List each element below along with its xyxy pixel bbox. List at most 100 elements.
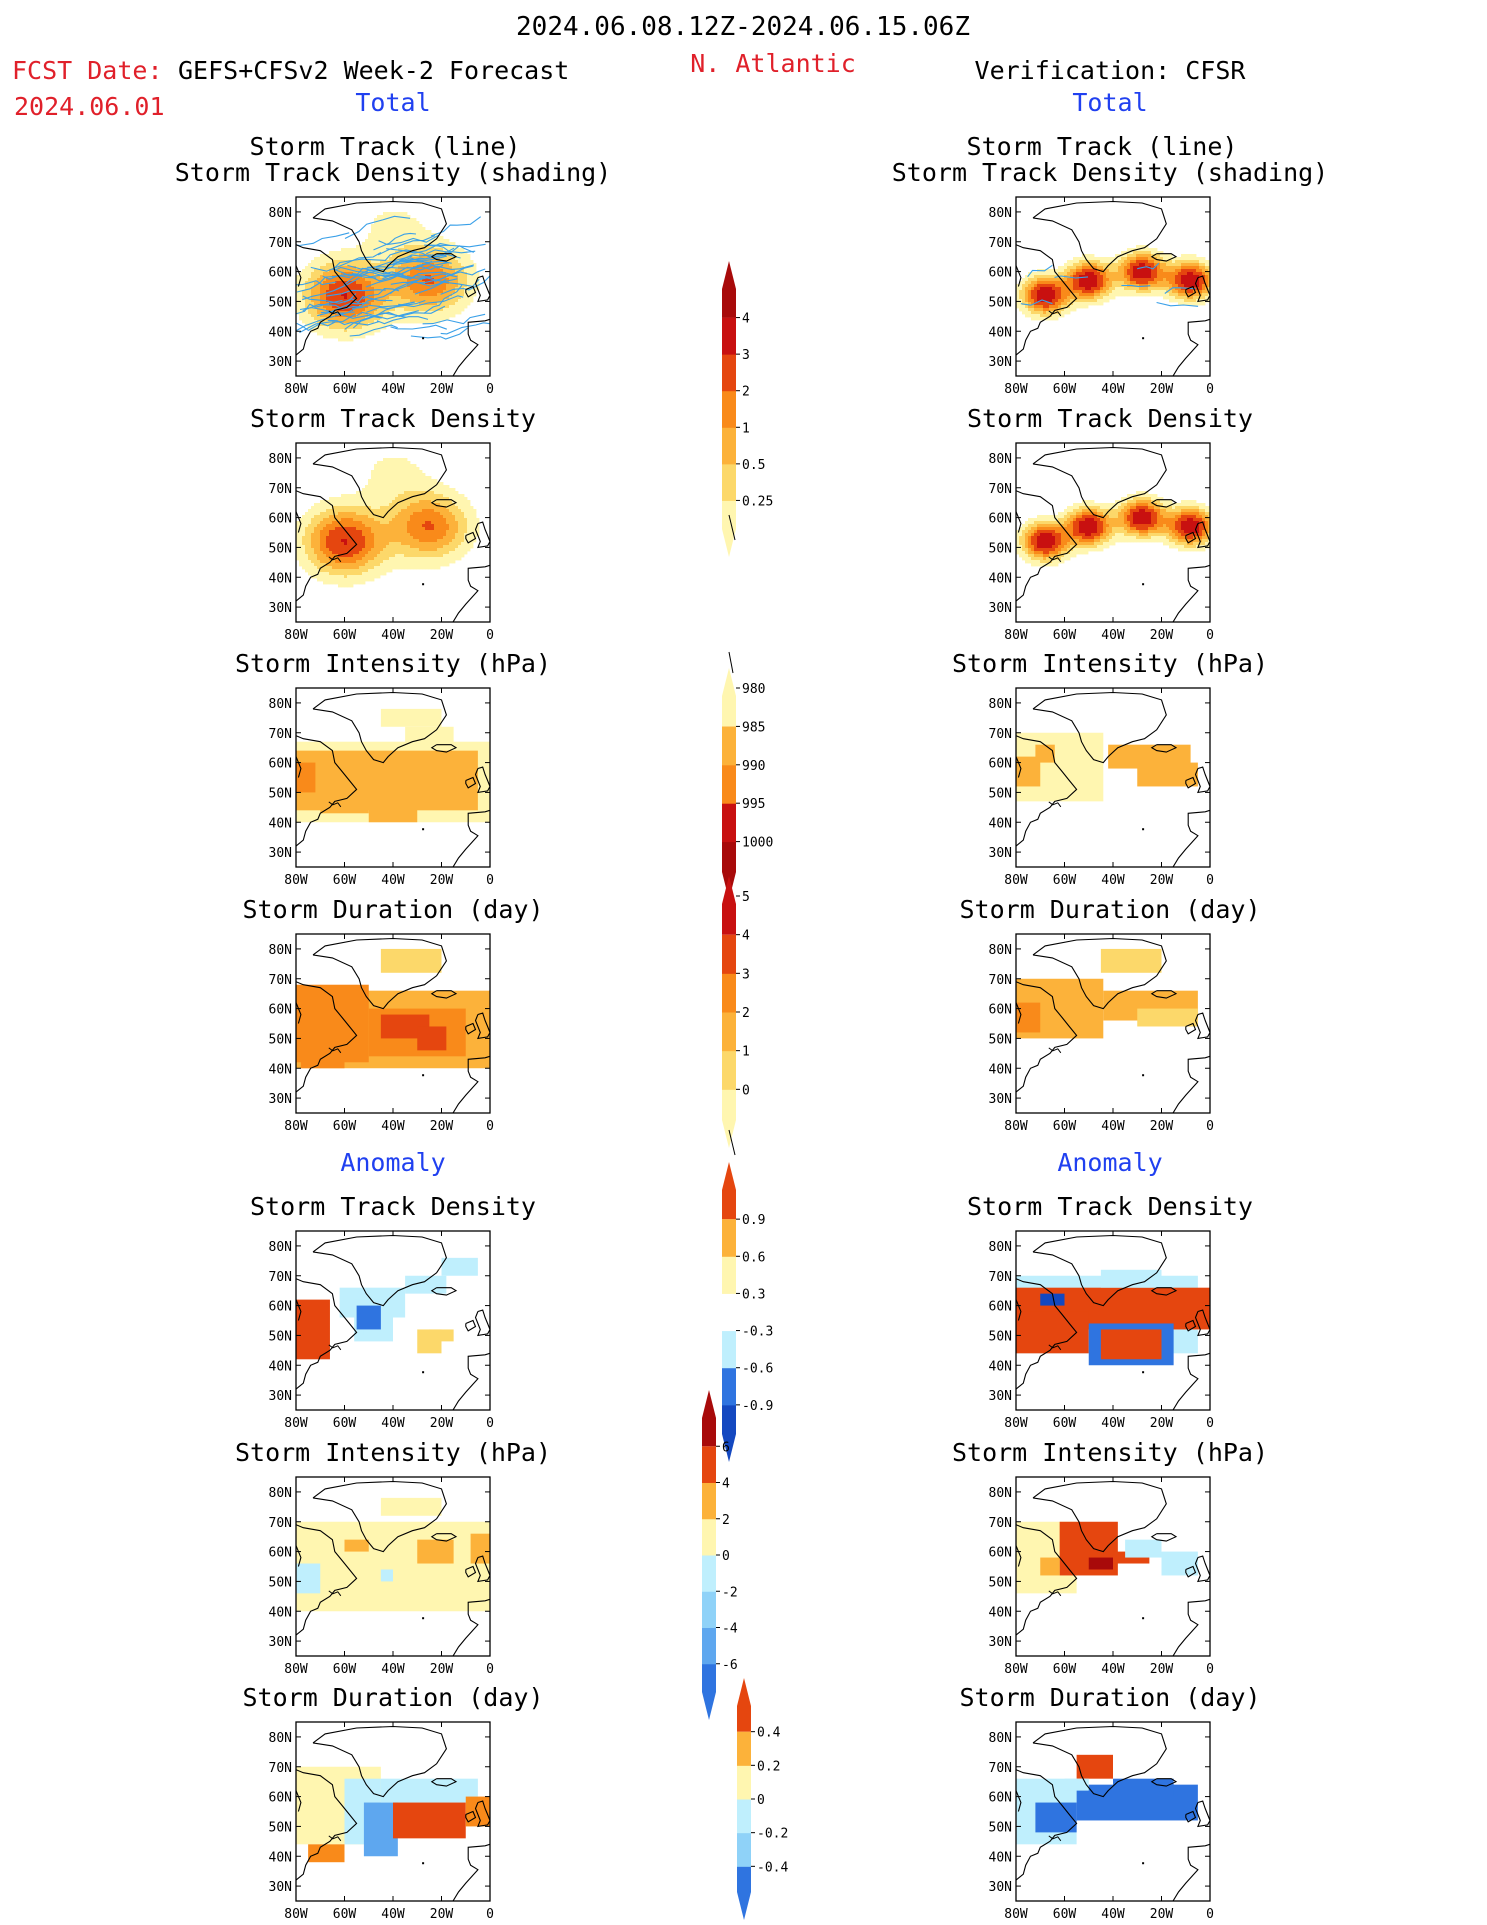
density-cell (377, 485, 381, 489)
density-cell (1163, 278, 1167, 282)
density-cell (452, 308, 456, 312)
density-cell (440, 515, 444, 519)
density-cell (305, 563, 309, 567)
density-cell (434, 518, 438, 522)
density-cell (461, 512, 465, 516)
density-cell (1151, 275, 1155, 279)
density-cell (413, 524, 417, 528)
density-cell (1130, 290, 1134, 294)
density-cell (326, 293, 330, 297)
density-cell (299, 302, 303, 306)
density-cell (368, 242, 372, 246)
density-cell (410, 473, 414, 477)
density-cell (443, 263, 447, 267)
density-cell (419, 245, 423, 249)
density-cell (413, 485, 417, 489)
density-cell (323, 563, 327, 567)
density-cell (404, 482, 408, 486)
density-cell (374, 515, 378, 519)
density-cell (1163, 275, 1167, 279)
density-cell (347, 293, 351, 297)
density-cell (350, 566, 354, 570)
density-cell (422, 269, 426, 273)
density-cell (410, 542, 414, 546)
density-cell (1148, 272, 1152, 276)
density-cell (386, 536, 390, 540)
density-cell (398, 479, 402, 483)
section-anomaly-verification: Anomaly (1057, 1148, 1163, 1177)
density-cell (1133, 260, 1137, 264)
density-cell (404, 527, 408, 531)
density-cell (1124, 293, 1128, 297)
density-cell (425, 497, 429, 501)
density-cell (395, 518, 399, 522)
density-cell (401, 563, 405, 567)
density-cell (368, 533, 372, 537)
density-cell (440, 284, 444, 288)
density-cell (371, 290, 375, 294)
density-cell (332, 269, 336, 273)
density-cell (338, 251, 342, 255)
density-cell (443, 533, 447, 537)
density-cell (1097, 293, 1101, 297)
density-cell (461, 503, 465, 507)
density-cell (1022, 308, 1026, 312)
density-cell (1046, 530, 1050, 534)
density-cell (1031, 311, 1035, 315)
density-cell (422, 308, 426, 312)
density-cell (353, 551, 357, 555)
density-cell (314, 272, 318, 276)
density-cell (1046, 314, 1050, 318)
density-cell (356, 569, 360, 573)
density-cell (428, 269, 432, 273)
density-cell (410, 293, 414, 297)
density-cell (1088, 266, 1092, 270)
density-cell (1064, 299, 1068, 303)
density-cell (446, 554, 450, 558)
density-cell (1031, 275, 1035, 279)
density-cell (347, 251, 351, 255)
density-cell (377, 494, 381, 498)
density-cell (377, 530, 381, 534)
density-cell (380, 467, 384, 471)
density-cell (362, 296, 366, 300)
density-cell (341, 560, 345, 564)
density-cell (413, 509, 417, 513)
density-cell (311, 566, 315, 570)
density-cell (305, 560, 309, 564)
density-cell (401, 527, 405, 531)
density-cell (377, 524, 381, 528)
density-cell (1130, 263, 1134, 267)
density-cell (1181, 254, 1185, 258)
density-cell (422, 518, 426, 522)
density-cell (1058, 299, 1062, 303)
density-cell (422, 248, 426, 252)
density-cell (1031, 548, 1035, 552)
density-cell (467, 536, 471, 540)
density-cell (371, 263, 375, 267)
density-cell (377, 518, 381, 522)
storm-track-line (296, 321, 336, 332)
density-cell (347, 314, 351, 318)
density-cell (434, 500, 438, 504)
density-cell (1043, 536, 1047, 540)
density-cell (434, 530, 438, 534)
density-cell (1079, 260, 1083, 264)
density-cell (1127, 248, 1131, 252)
density-cell (1097, 302, 1101, 306)
density-cell (389, 302, 393, 306)
density-cell (404, 251, 408, 255)
density-cell (362, 491, 366, 495)
density-cell (341, 566, 345, 570)
density-cell (1127, 278, 1131, 282)
density-cell (443, 248, 447, 252)
density-cell (449, 302, 453, 306)
density-cell (350, 584, 354, 588)
density-cell (1112, 275, 1116, 279)
density-cell (374, 239, 378, 243)
density-cell (401, 545, 405, 549)
density-cell (335, 551, 339, 555)
density-cell (428, 491, 432, 495)
density-cell (302, 530, 306, 534)
density-cell (1073, 278, 1077, 282)
